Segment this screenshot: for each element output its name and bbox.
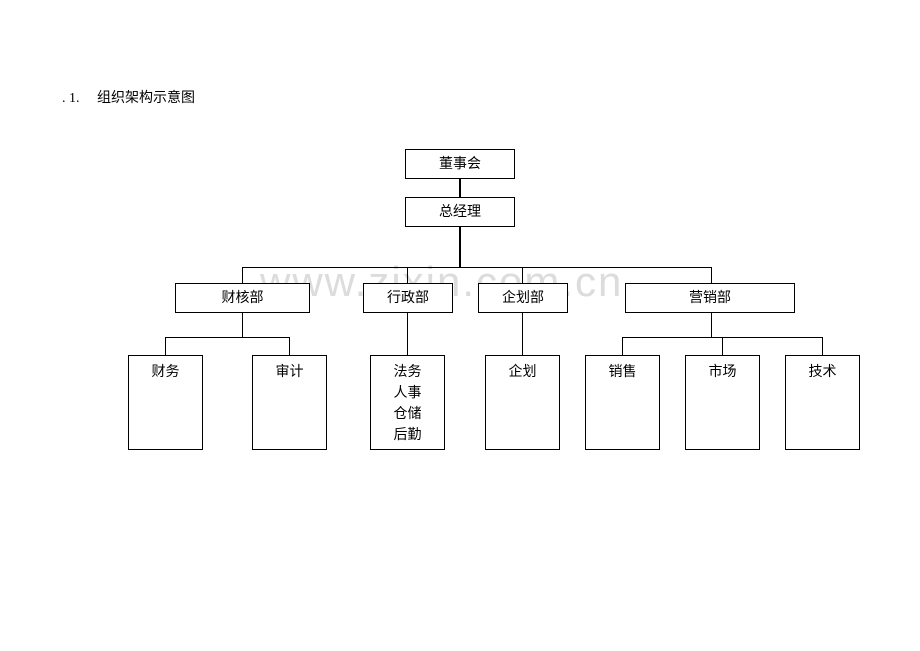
org-node-finance_audit: 财核部 [175,283,310,313]
connector-line [242,267,712,268]
org-node-finance: 财务 [128,355,203,450]
connector-line [289,337,290,355]
connector-line [711,267,712,283]
org-node-market: 市场 [685,355,760,450]
org-node-audit: 审计 [252,355,327,450]
connector-line [165,337,166,355]
connector-line [407,313,408,355]
org-node-label: 营销部 [626,288,794,309]
org-node-label: 财核部 [176,288,309,309]
org-node-label: 法务 [371,362,444,383]
org-node-sales: 销售 [585,355,660,450]
connector-line [242,267,243,283]
connector-line [522,267,523,283]
org-node-admin_sub: 法务人事仓储后勤 [370,355,445,450]
connector-line [711,313,712,337]
connector-line [459,179,461,197]
org-node-label: 财务 [129,362,202,383]
org-node-label: 审计 [253,362,326,383]
org-node-label: 行政部 [364,288,452,309]
org-node-gm: 总经理 [405,197,515,227]
connector-line [622,337,623,355]
org-node-label: 企划 [486,362,559,383]
org-node-marketing: 营销部 [625,283,795,313]
org-node-tech: 技术 [785,355,860,450]
org-node-board: 董事会 [405,149,515,179]
org-node-label: 技术 [786,362,859,383]
connector-line [822,337,823,355]
org-node-plan_sub: 企划 [485,355,560,450]
org-node-label: 总经理 [406,202,514,223]
org-node-label: 市场 [686,362,759,383]
org-node-label: 销售 [586,362,659,383]
connector-line [242,313,243,337]
org-node-label: 后勤 [371,425,444,446]
connector-line [459,227,461,268]
org-node-label: 人事 [371,383,444,404]
org-node-label: 仓储 [371,404,444,425]
org-node-label: 企划部 [479,288,567,309]
connector-line [522,313,523,355]
org-node-admin: 行政部 [363,283,453,313]
connector-line [165,337,290,338]
org-node-planning: 企划部 [478,283,568,313]
org-node-label: 董事会 [406,154,514,175]
connector-line [407,267,408,283]
org-chart: 董事会总经理财核部 行政部 企划部 营销部财务 审计 法务人事仓储后勤 企划 销售 市场 技术 [0,0,920,651]
connector-line [722,337,723,355]
